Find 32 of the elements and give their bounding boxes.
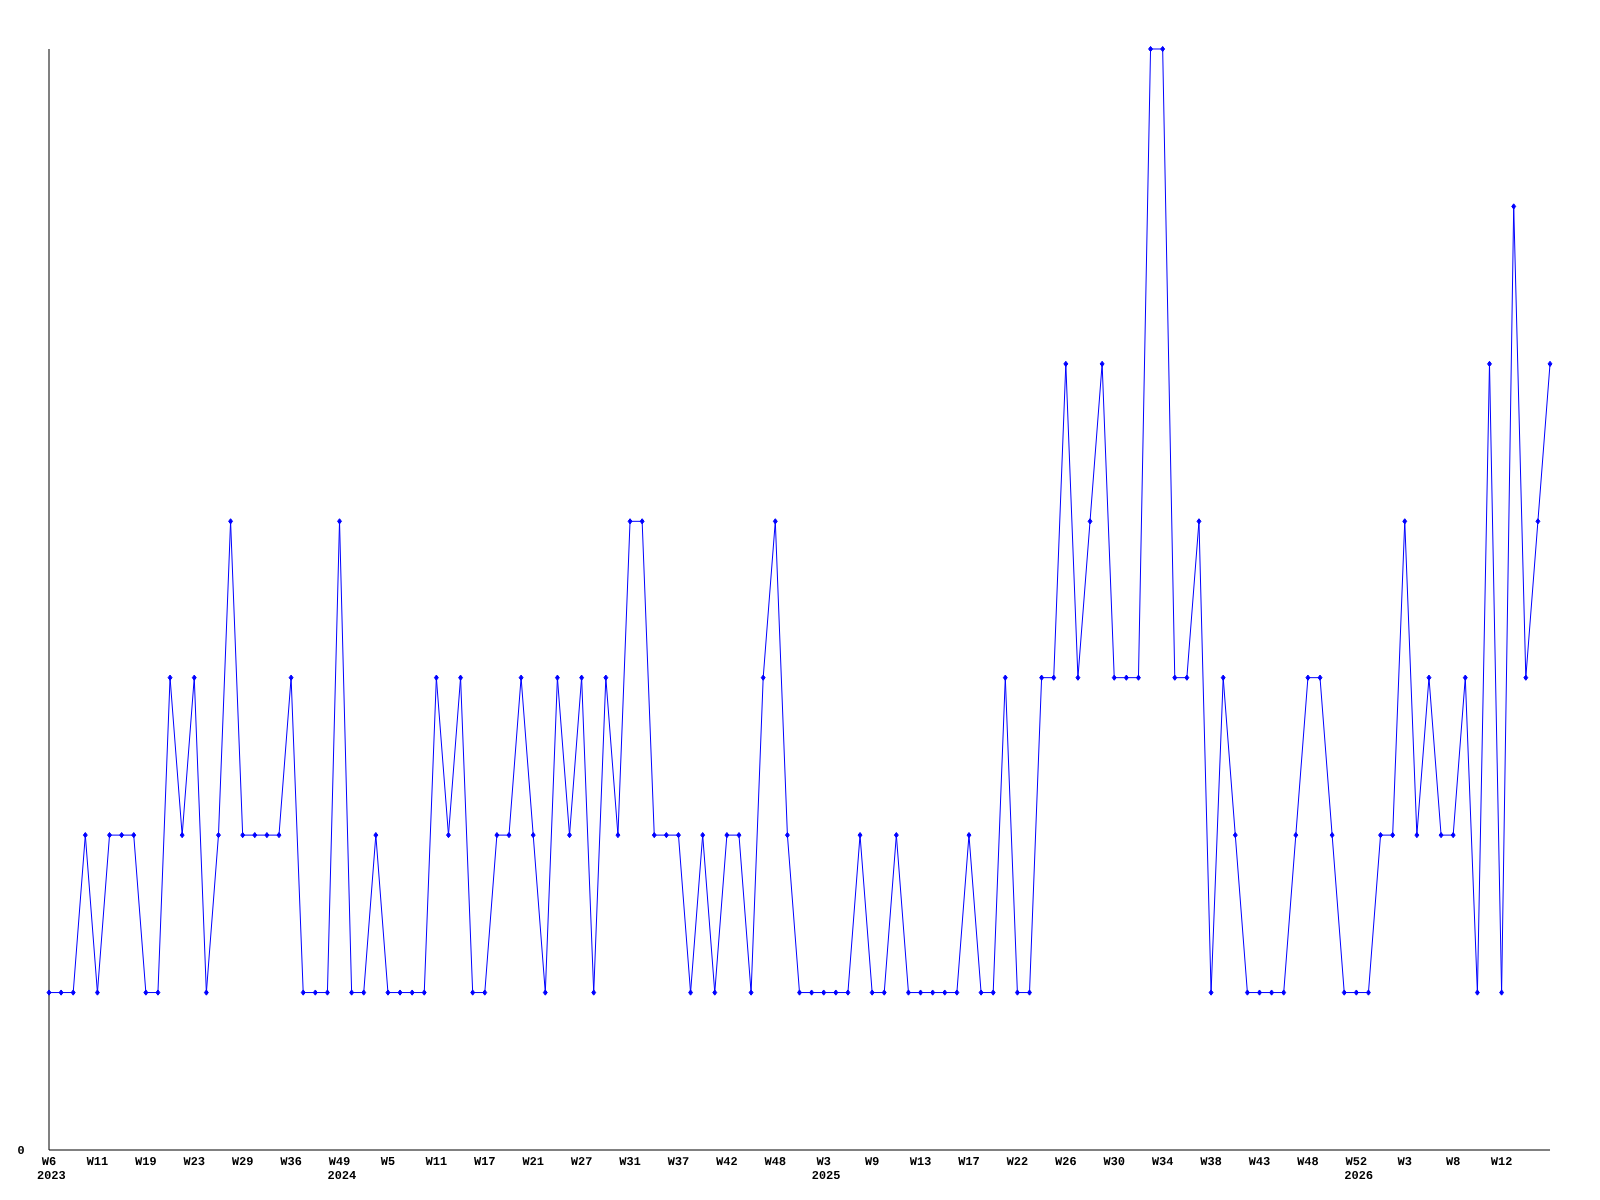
x-tick-label: W48 <box>764 1157 786 1166</box>
x-tick-label: W21 <box>522 1157 544 1166</box>
x-tick-label: W11 <box>86 1157 108 1165</box>
x-tick-label: W42 <box>716 1157 737 1166</box>
x-tick-label: W12 <box>1490 1157 1512 1166</box>
x-tick-label: W11 <box>425 1157 447 1165</box>
x-tick-label: W31 <box>619 1157 641 1166</box>
x-tick-label: W9 <box>864 1157 879 1166</box>
x-tick-label: W3 <box>1397 1157 1412 1166</box>
x-tick-label: W23 <box>183 1157 205 1166</box>
x-tick-label: W26 <box>1055 1157 1076 1166</box>
x-tick-label: W6 2023 <box>37 1157 66 1180</box>
x-tick-label: W17 <box>474 1157 495 1165</box>
x-tick-label: W30 <box>1103 1157 1125 1166</box>
x-tick-label: W8 <box>1446 1157 1460 1166</box>
x-tick-label: W38 <box>1200 1157 1222 1166</box>
x-tick-label: W3 2025 <box>812 1157 840 1180</box>
x-tick-label: W48 <box>1297 1157 1319 1166</box>
x-tick-label: W29 <box>231 1157 253 1166</box>
x-tick-label: W19 <box>135 1157 156 1166</box>
text: 0 <box>18 1145 24 1155</box>
x-tick-label: W17 <box>958 1157 979 1165</box>
x-tick-label: W13 <box>909 1157 931 1166</box>
x-tick-label: W43 <box>1248 1157 1270 1166</box>
x-tick-label: W34 <box>1151 1157 1174 1166</box>
x-tick-label: W36 <box>280 1157 302 1166</box>
x-tick-label: W52 2026 <box>1345 1157 1373 1180</box>
x-tick-label: W22 <box>1006 1157 1028 1166</box>
x-tick-label: W5 <box>380 1157 395 1166</box>
x-tick-label: W27 <box>570 1157 592 1166</box>
x-tick-label: W37 <box>667 1157 689 1166</box>
x-tick-label: W49 2024 <box>328 1157 356 1180</box>
